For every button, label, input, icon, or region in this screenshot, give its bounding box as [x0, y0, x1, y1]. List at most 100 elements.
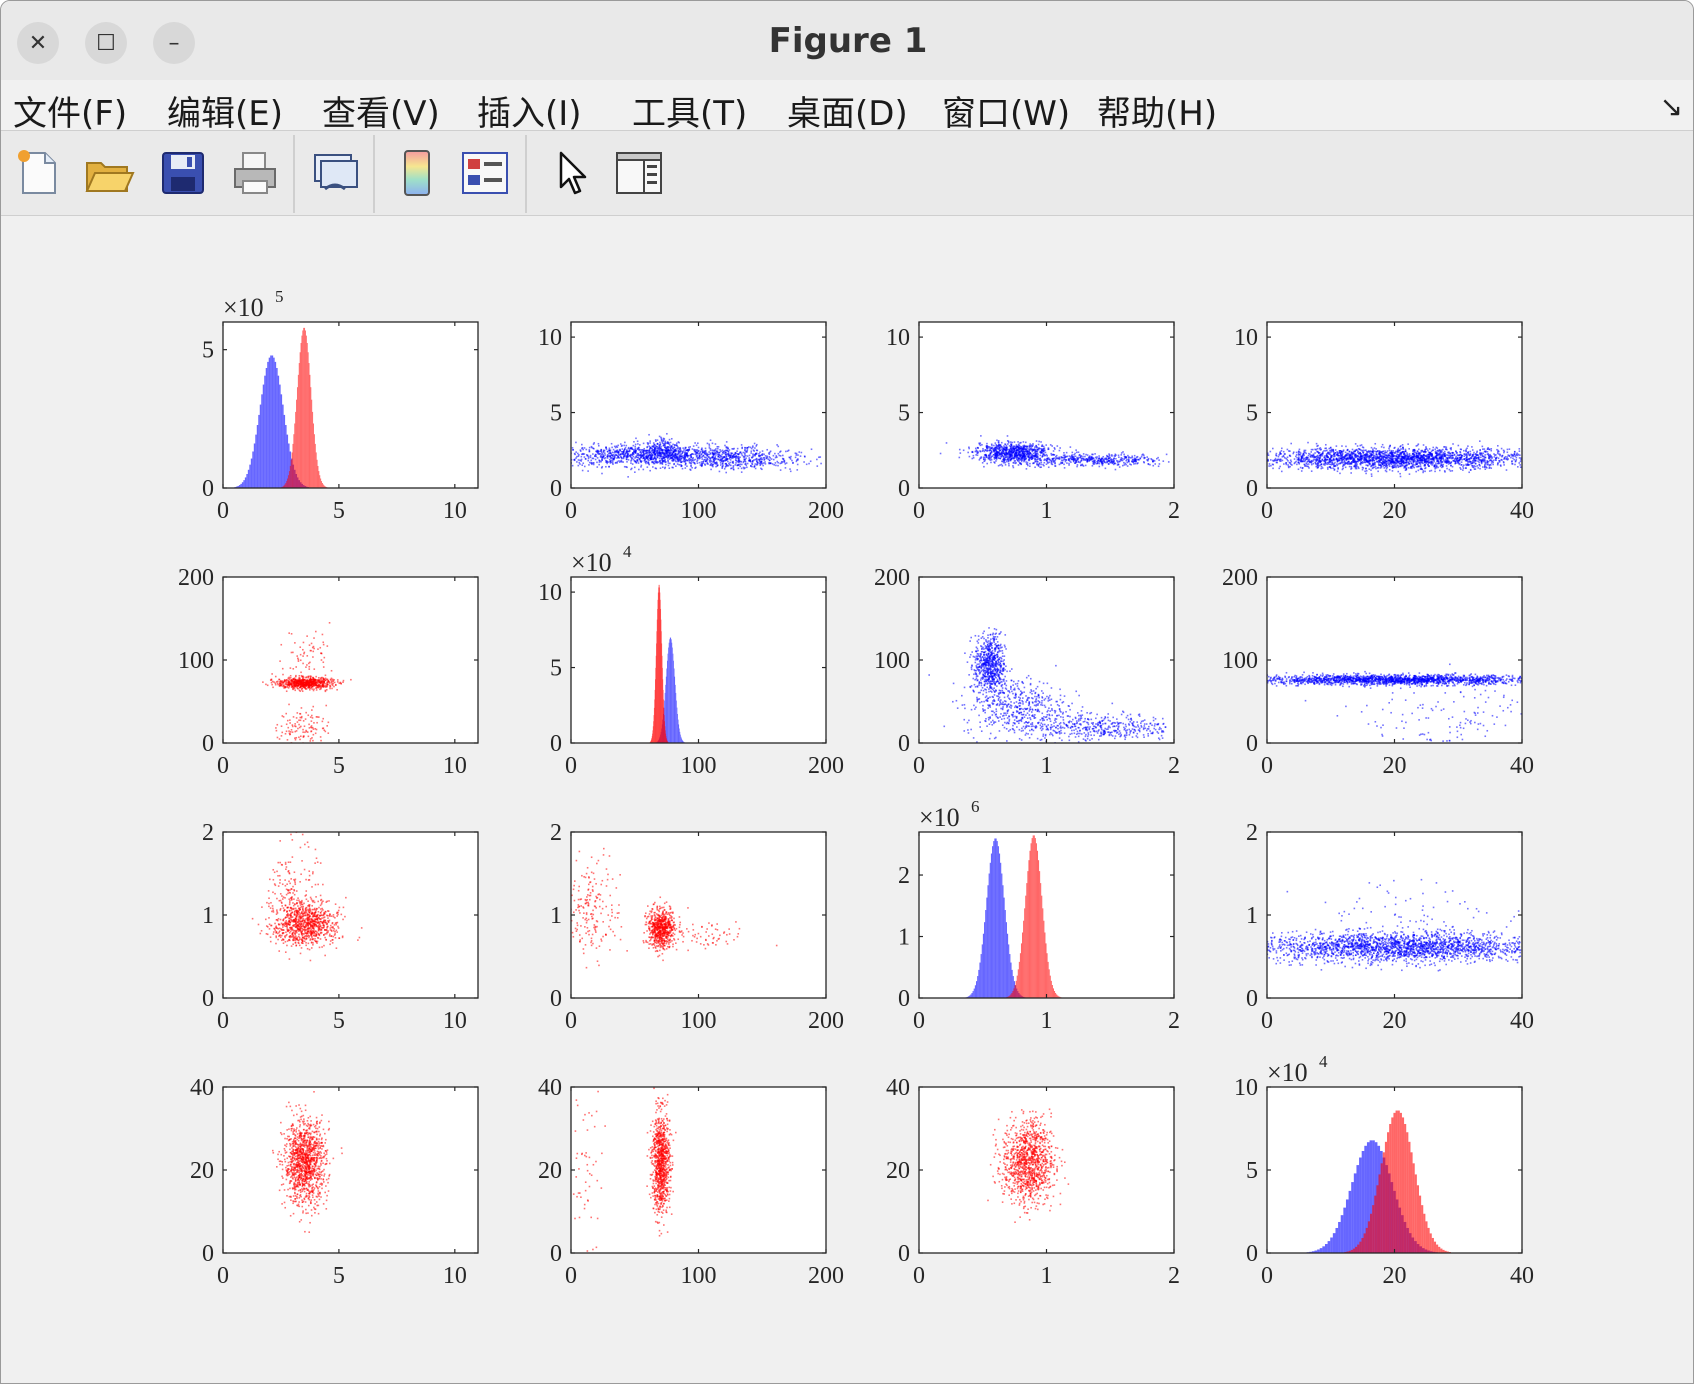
scatter-point: [658, 460, 661, 462]
scatter-point: [1073, 453, 1075, 456]
print-icon[interactable]: [229, 147, 281, 199]
menu-edit[interactable]: 编辑(E): [167, 94, 284, 134]
menu-file[interactable]: 文件(F): [13, 94, 128, 134]
scatter-point: [1434, 448, 1437, 451]
scatter-point: [1064, 459, 1066, 461]
link-plot-icon[interactable]: [309, 147, 361, 199]
colorbar-icon[interactable]: [391, 147, 443, 199]
scatter-point: [1002, 450, 1005, 453]
scatter-point: [601, 457, 604, 459]
scatter-point: [601, 458, 603, 460]
scatter-point: [1367, 456, 1370, 458]
menu-help[interactable]: 帮助(H): [1097, 94, 1218, 134]
scatter-point: [996, 446, 998, 448]
menu-window[interactable]: 窗口(W): [942, 94, 1071, 134]
menu-view[interactable]: 查看(V): [322, 94, 440, 134]
scatter-point: [606, 457, 609, 459]
scatter-point: [1377, 461, 1380, 464]
scatter-point: [636, 440, 639, 443]
scatter-point: [1361, 462, 1364, 464]
scatter-point: [989, 446, 991, 448]
scatter-point: [1310, 459, 1313, 462]
scatter-point: [1106, 459, 1108, 461]
scatter-point: [1428, 451, 1430, 454]
pointer-icon[interactable]: [547, 147, 599, 199]
scatter-point: [1272, 463, 1275, 466]
menu-insert[interactable]: 插入(I): [477, 94, 582, 134]
scatter-point: [1421, 449, 1424, 452]
scatter-point: [669, 444, 671, 446]
scatter-point: [1390, 463, 1392, 466]
scatter-point: [1379, 461, 1382, 464]
scatter-point: [1001, 455, 1003, 458]
scatter-point: [1398, 461, 1400, 464]
scatter-point: [656, 456, 659, 458]
open-file-icon[interactable]: [83, 147, 135, 199]
scatter-point: [1041, 455, 1044, 457]
scatter-point: [1272, 447, 1274, 450]
dock-arrow-icon[interactable]: ↘: [1659, 90, 1683, 123]
scatter-point: [1473, 468, 1476, 470]
scatter-point: [642, 468, 645, 471]
scatter-point: [1045, 453, 1048, 456]
scatter-point: [1000, 463, 1003, 466]
scatter-point: [1027, 456, 1030, 458]
scatter-point: [1040, 466, 1043, 469]
property-inspector-icon[interactable]: [613, 147, 665, 199]
scatter-point: [1380, 459, 1383, 461]
menu-desktop[interactable]: 桌面(D): [787, 94, 908, 134]
scatter-point: [1215, 461, 1217, 463]
new-figure-icon[interactable]: [13, 147, 65, 199]
scatter-point: [1399, 463, 1401, 465]
scatter-point: [1442, 451, 1445, 454]
scatter-point: [1147, 457, 1150, 460]
scatter-point: [1038, 462, 1041, 464]
scatter-point: [1256, 455, 1258, 457]
menu-tools[interactable]: 工具(T): [632, 94, 748, 134]
scatter-point: [1317, 462, 1320, 465]
scatter-point: [646, 466, 649, 468]
scatter-point: [665, 451, 668, 454]
scatter-point: [1424, 451, 1426, 454]
scatter-point: [1003, 453, 1006, 456]
scatter-point: [752, 453, 754, 455]
histogram-bar-red: [319, 475, 321, 488]
maximize-icon[interactable]: ☐: [85, 22, 127, 64]
scatter-point: [1029, 452, 1032, 455]
scatter-point: [816, 458, 818, 461]
scatter-point: [1028, 452, 1031, 455]
scatter-point: [1428, 470, 1431, 472]
scatter-point: [655, 459, 657, 461]
scatter-point: [689, 462, 692, 464]
scatter-point: [1040, 451, 1043, 454]
scatter-point: [1397, 464, 1399, 467]
scatter-point: [595, 450, 597, 453]
scatter-point: [1300, 470, 1303, 472]
scatter-point: [688, 461, 691, 464]
histogram-bar-blue: [249, 464, 251, 488]
scatter-point: [1364, 461, 1367, 464]
scatter-point: [991, 444, 993, 447]
scatter-point: [993, 461, 995, 463]
scatter-point: [634, 451, 637, 454]
scatter-point: [819, 456, 822, 458]
scatter-point: [986, 448, 988, 450]
scatter-point: [1379, 455, 1381, 458]
scatter-point: [1069, 460, 1071, 462]
legend-icon[interactable]: [459, 147, 511, 199]
minimize-icon[interactable]: –: [153, 22, 195, 64]
scatter-point: [1062, 459, 1064, 462]
scatter-point: [1393, 447, 1396, 449]
scatter-point: [1328, 447, 1331, 450]
scatter-point: [604, 459, 607, 462]
close-icon[interactable]: ✕: [17, 22, 59, 64]
scatter-point: [1315, 463, 1317, 465]
scatter-point: [1449, 457, 1451, 460]
scatter-point: [1350, 451, 1353, 454]
save-icon[interactable]: [157, 147, 209, 199]
scatter-point: [1384, 462, 1386, 465]
histogram-bar-red: [322, 484, 324, 488]
scatter-point: [1440, 454, 1443, 456]
scatter-point: [1330, 463, 1333, 466]
scatter-point: [1063, 467, 1066, 469]
